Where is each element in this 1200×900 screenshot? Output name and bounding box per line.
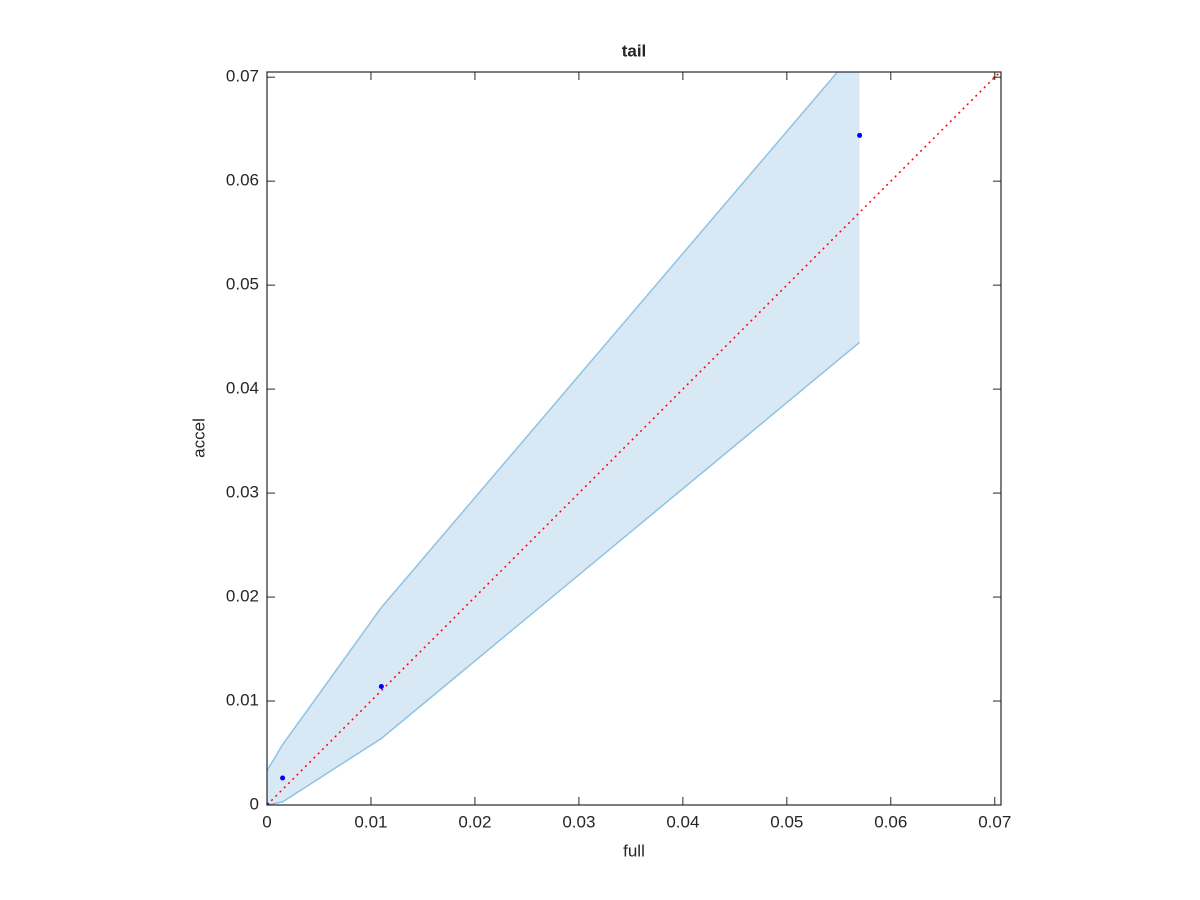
plot-area <box>267 72 1001 805</box>
x-tick-label: 0 <box>262 812 271 831</box>
x-tick-label: 0.03 <box>562 812 595 831</box>
data-point <box>280 775 286 781</box>
x-tick-label: 0.02 <box>458 812 491 831</box>
reference-line <box>267 72 1001 805</box>
x-tick-label: 0.05 <box>770 812 803 831</box>
y-tick-label: 0.04 <box>226 379 259 398</box>
data-point <box>857 132 863 138</box>
y-tick-label: 0 <box>250 794 259 813</box>
x-tick-label: 0.01 <box>354 812 387 831</box>
band-upper <box>267 72 839 772</box>
y-tick-label: 0.06 <box>226 171 259 190</box>
chart-title: tail <box>622 41 647 60</box>
data-point <box>378 683 384 689</box>
x-tick-label: 0.07 <box>978 812 1011 831</box>
axes-box <box>266 71 1002 806</box>
x-axis-label: full <box>623 841 645 860</box>
band-lower <box>267 341 861 805</box>
band-area <box>267 72 860 805</box>
y-tick-label: 0.03 <box>226 483 259 502</box>
x-tick-label: 0.06 <box>874 812 907 831</box>
y-tick-label: 0.05 <box>226 275 259 294</box>
x-tick-label: 0.04 <box>666 812 699 831</box>
data-point <box>267 802 270 805</box>
y-tick-label: 0.07 <box>226 67 259 86</box>
y-tick-label: 0.02 <box>226 587 259 606</box>
y-tick-label: 0.01 <box>226 691 259 710</box>
y-axis-label: accel <box>189 418 208 458</box>
